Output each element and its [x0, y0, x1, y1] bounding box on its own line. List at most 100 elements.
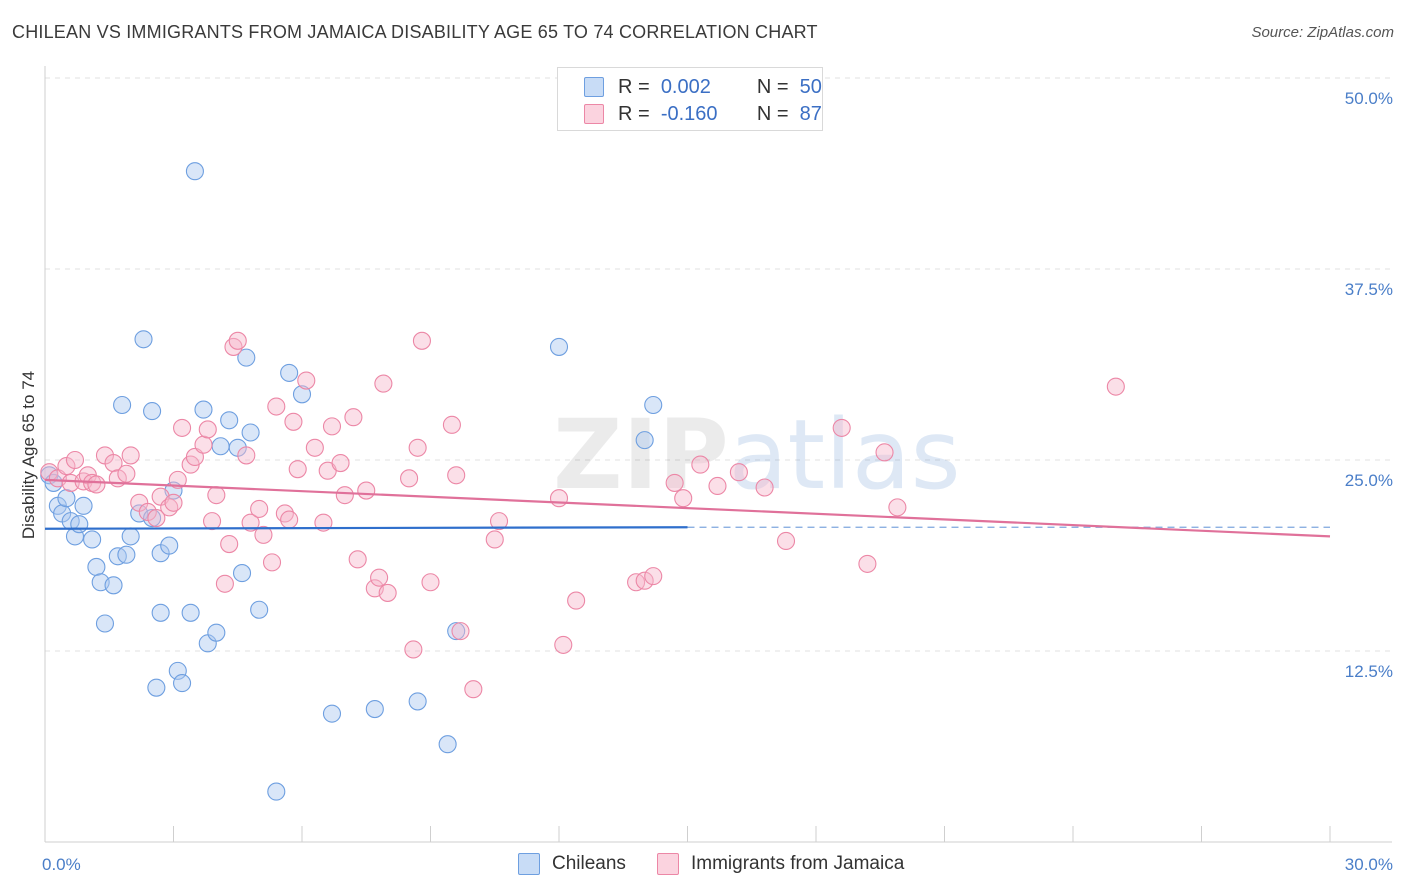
data-point	[237, 348, 256, 367]
x-tick-label: 30.0%	[1345, 855, 1393, 874]
data-point	[194, 435, 213, 454]
legend-r-value: -0.160	[660, 102, 718, 125]
data-point	[198, 420, 217, 439]
data-point	[241, 513, 260, 532]
bottom-swatch-chileans	[518, 853, 540, 875]
data-point	[181, 603, 200, 622]
data-point	[70, 515, 89, 534]
data-point	[288, 460, 307, 479]
series-chileans	[40, 162, 663, 801]
data-point	[451, 622, 470, 641]
bottom-legend-label: Immigrants from Jamaica	[691, 853, 905, 874]
y-tick-label: 50.0%	[1345, 89, 1393, 108]
data-point	[485, 530, 504, 549]
data-point	[875, 443, 894, 462]
chart-title: CHILEAN VS IMMIGRANTS FROM JAMAICA DISAB…	[12, 22, 818, 42]
data-point	[160, 536, 179, 555]
data-point	[344, 408, 363, 427]
data-point	[250, 499, 269, 518]
data-point	[1106, 377, 1125, 396]
data-point	[232, 564, 252, 583]
data-point	[121, 446, 140, 465]
data-point	[237, 446, 256, 465]
data-point	[489, 512, 509, 531]
data-point	[464, 680, 483, 699]
data-point	[635, 431, 654, 450]
legend-n-value: 50	[799, 75, 822, 98]
data-point	[447, 622, 466, 641]
legend-r-label: R =	[618, 75, 650, 98]
data-point	[151, 603, 170, 622]
data-point	[755, 478, 774, 497]
data-point	[95, 614, 115, 633]
data-point	[147, 509, 166, 528]
data-point	[250, 600, 269, 619]
x-tick-label: 0.0%	[42, 855, 81, 874]
legend-r-label: R =	[618, 102, 650, 125]
data-point	[674, 489, 693, 508]
data-point	[284, 412, 303, 431]
data-point	[173, 418, 192, 437]
data-point	[348, 550, 367, 569]
data-point	[87, 557, 106, 577]
data-point	[567, 591, 586, 610]
watermark-zip: ZIP	[553, 399, 729, 511]
data-point	[147, 678, 166, 697]
source-label: Source: ZipAtlas.com	[1251, 24, 1394, 41]
data-point	[644, 395, 663, 415]
legend-row-jamaica: R = -0.160 N = 87	[584, 101, 822, 127]
data-point	[143, 402, 162, 421]
data-point	[549, 337, 569, 356]
data-point	[185, 162, 204, 181]
data-point	[292, 385, 312, 404]
data-point	[331, 454, 350, 473]
legend-swatch-chileans	[584, 77, 604, 97]
data-point	[708, 476, 727, 496]
bottom-legend-chileans: Chileans	[518, 851, 626, 877]
data-point	[832, 418, 851, 437]
data-point	[194, 400, 213, 419]
data-point	[207, 623, 226, 642]
data-point	[220, 411, 239, 430]
data-point	[262, 553, 282, 572]
data-point	[412, 331, 431, 350]
y-tick-label: 12.5%	[1345, 662, 1393, 681]
data-point	[374, 374, 393, 393]
data-point	[421, 573, 440, 592]
data-point	[305, 438, 324, 457]
data-point	[104, 576, 123, 595]
data-point	[370, 568, 389, 587]
data-point	[365, 700, 384, 719]
data-point	[207, 486, 226, 505]
data-point	[644, 567, 663, 586]
data-point	[164, 493, 183, 512]
data-point	[220, 534, 239, 554]
data-point	[117, 464, 136, 483]
series-layer	[40, 162, 1125, 801]
data-point	[173, 674, 192, 693]
data-point	[442, 415, 461, 434]
y-tick-label: 25.0%	[1345, 471, 1393, 490]
data-point	[400, 469, 419, 488]
data-point	[211, 437, 230, 456]
data-point	[254, 525, 273, 544]
data-point	[322, 417, 342, 436]
data-point	[228, 331, 247, 350]
watermark-atlas: atlas	[729, 399, 961, 511]
data-point	[117, 545, 136, 564]
data-point	[87, 475, 106, 494]
trend-line-chileans	[44, 526, 688, 530]
data-point	[185, 447, 204, 466]
data-point	[635, 571, 654, 590]
data-point	[57, 489, 76, 508]
data-point	[888, 498, 907, 517]
data-point	[665, 473, 684, 492]
y-tick-label: 37.5%	[1345, 280, 1393, 299]
data-point	[447, 466, 466, 485]
bottom-swatch-jamaica	[657, 853, 679, 875]
legend-swatch-jamaica	[584, 104, 604, 124]
legend-row-chileans: R = 0.002 N = 50	[584, 74, 822, 100]
legend-n-label: N =	[756, 75, 789, 98]
watermark: ZIPatlas	[553, 399, 961, 511]
